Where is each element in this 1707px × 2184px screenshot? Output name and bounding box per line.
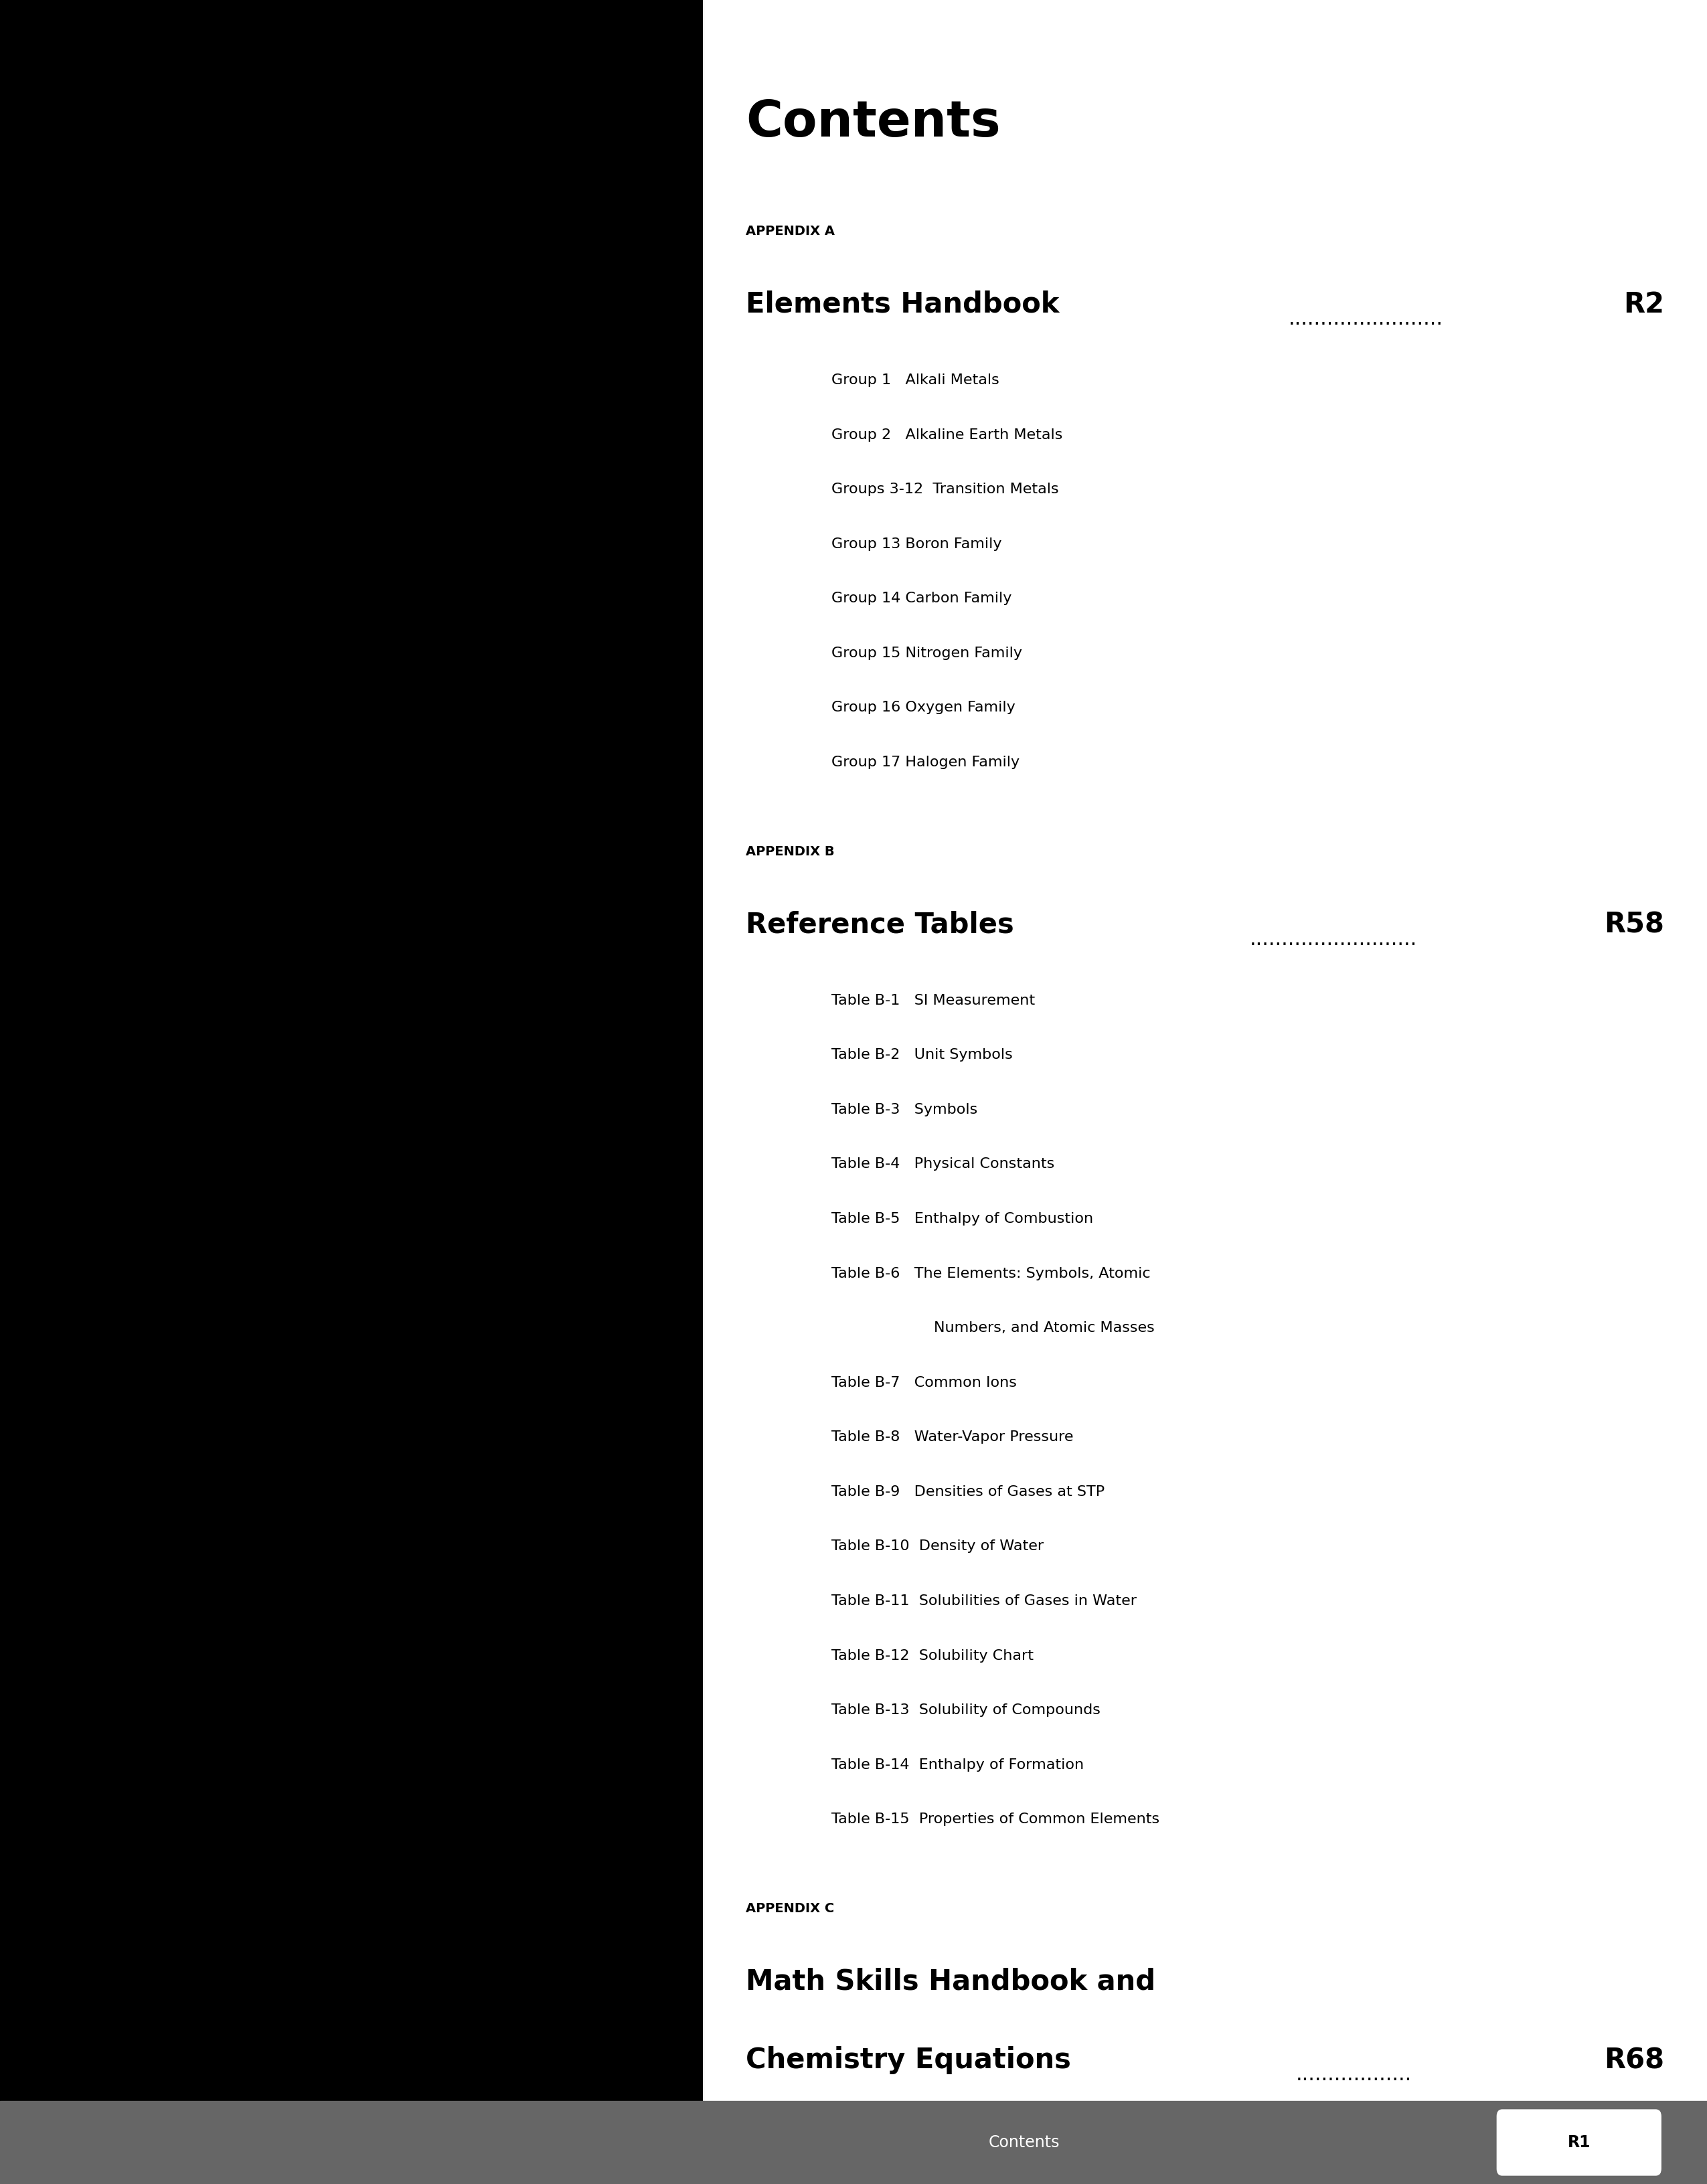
Text: R68: R68 <box>1605 2046 1664 2075</box>
Text: Table B-11  Solubilities of Gases in Water: Table B-11 Solubilities of Gases in Wate… <box>831 1594 1137 1607</box>
Text: Table B-6   The Elements: Symbols, Atomic: Table B-6 The Elements: Symbols, Atomic <box>831 1267 1151 1280</box>
Text: APPENDIX D: APPENDIX D <box>746 2134 836 2147</box>
Text: ........................: ........................ <box>1289 310 1444 328</box>
Text: Table B-1   SI Measurement: Table B-1 SI Measurement <box>831 994 1034 1007</box>
Text: ..................: .................. <box>1296 2066 1412 2084</box>
Text: Table B-10  Density of Water: Table B-10 Density of Water <box>831 1540 1043 1553</box>
Text: APPENDIX C: APPENDIX C <box>746 1902 835 1915</box>
Text: APPENDIX B: APPENDIX B <box>746 845 835 858</box>
Text: Group 13 Boron Family: Group 13 Boron Family <box>831 537 1002 550</box>
Text: Table B-9   Densities of Gases at STP: Table B-9 Densities of Gases at STP <box>831 1485 1104 1498</box>
Text: R2: R2 <box>1623 290 1664 319</box>
Text: Group 15 Nitrogen Family: Group 15 Nitrogen Family <box>831 646 1022 660</box>
Text: R1: R1 <box>1567 2134 1591 2151</box>
Text: Contents: Contents <box>746 98 1000 146</box>
Text: Table B-8   Water-Vapor Pressure: Table B-8 Water-Vapor Pressure <box>831 1431 1074 1444</box>
Text: Table B-7   Common Ions: Table B-7 Common Ions <box>831 1376 1017 1389</box>
Text: Group 14 Carbon Family: Group 14 Carbon Family <box>831 592 1012 605</box>
Bar <box>703 0 1707 2184</box>
Text: ..........................: .......................... <box>1250 930 1417 948</box>
Text: Math Skills Handbook and: Math Skills Handbook and <box>746 1968 1156 1996</box>
Text: Table B-14  Enthalpy of Formation: Table B-14 Enthalpy of Formation <box>831 1758 1084 1771</box>
Text: Group 1   Alkali Metals: Group 1 Alkali Metals <box>831 373 999 387</box>
FancyBboxPatch shape <box>1497 2110 1661 2175</box>
Text: Table B-4   Physical Constants: Table B-4 Physical Constants <box>831 1158 1055 1171</box>
Text: R58: R58 <box>1605 911 1664 939</box>
Text: Group 2   Alkaline Earth Metals: Group 2 Alkaline Earth Metals <box>831 428 1062 441</box>
Text: Table B-2   Unit Symbols: Table B-2 Unit Symbols <box>831 1048 1012 1061</box>
Text: Table B-5   Enthalpy of Combustion: Table B-5 Enthalpy of Combustion <box>831 1212 1092 1225</box>
Bar <box>0 2101 1707 2184</box>
Bar <box>0 0 703 2184</box>
Text: Chemistry Equations: Chemistry Equations <box>746 2046 1072 2075</box>
Text: Contents: Contents <box>988 2134 1060 2151</box>
Text: Groups 3-12  Transition Metals: Groups 3-12 Transition Metals <box>831 483 1058 496</box>
Text: APPENDIX A: APPENDIX A <box>746 225 835 238</box>
Text: Table B-12  Solubility Chart: Table B-12 Solubility Chart <box>831 1649 1033 1662</box>
Text: Group 16 Oxygen Family: Group 16 Oxygen Family <box>831 701 1016 714</box>
Text: Table B-13  Solubility of Compounds: Table B-13 Solubility of Compounds <box>831 1704 1101 1717</box>
Text: Elements Handbook: Elements Handbook <box>746 290 1060 319</box>
Text: Table B-3   Symbols: Table B-3 Symbols <box>831 1103 978 1116</box>
Text: Numbers, and Atomic Masses: Numbers, and Atomic Masses <box>934 1321 1154 1334</box>
Text: Table B-15  Properties of Common Elements: Table B-15 Properties of Common Elements <box>831 1813 1159 1826</box>
Text: Reference Tables: Reference Tables <box>746 911 1014 939</box>
Text: Group 17 Halogen Family: Group 17 Halogen Family <box>831 756 1019 769</box>
